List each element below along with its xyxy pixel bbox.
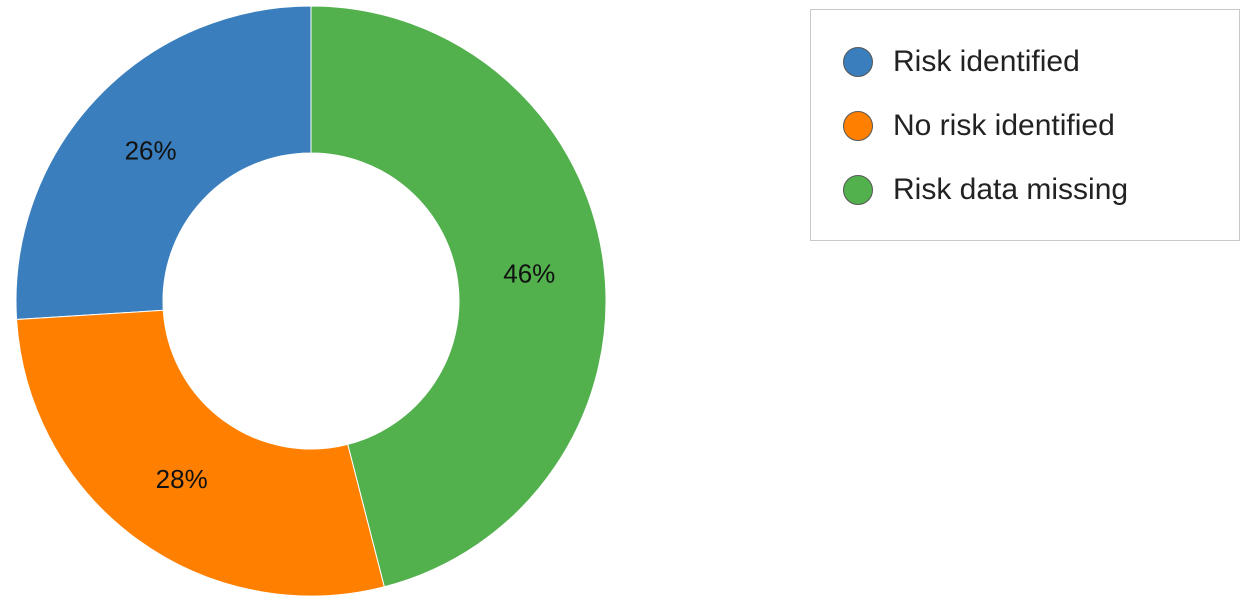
slice-value-label-risk-identified: 26% <box>125 135 177 165</box>
legend-label: No risk identified <box>893 109 1115 142</box>
legend-item-risk-data-missing: Risk data missing <box>843 170 1128 210</box>
legend: Risk identified No risk identified Risk … <box>810 9 1240 241</box>
legend-swatch-risk-data-missing <box>843 175 873 205</box>
slice-value-label-no-risk-identified: 28% <box>156 464 208 494</box>
slice-value-label-risk-data-missing: 46% <box>503 258 555 288</box>
legend-swatch-risk-identified <box>843 47 873 77</box>
legend-swatch-no-risk-identified <box>843 111 873 141</box>
legend-label: Risk data missing <box>893 173 1129 206</box>
legend-label: Risk identified <box>893 45 1080 78</box>
donut-slice-risk-data-missing <box>310 5 607 588</box>
donut-slice-risk-identified <box>15 5 312 321</box>
donut-slice-no-risk-identified <box>16 309 385 596</box>
legend-item-risk-identified: Risk identified <box>843 42 1080 82</box>
legend-item-no-risk-identified: No risk identified <box>843 106 1115 146</box>
